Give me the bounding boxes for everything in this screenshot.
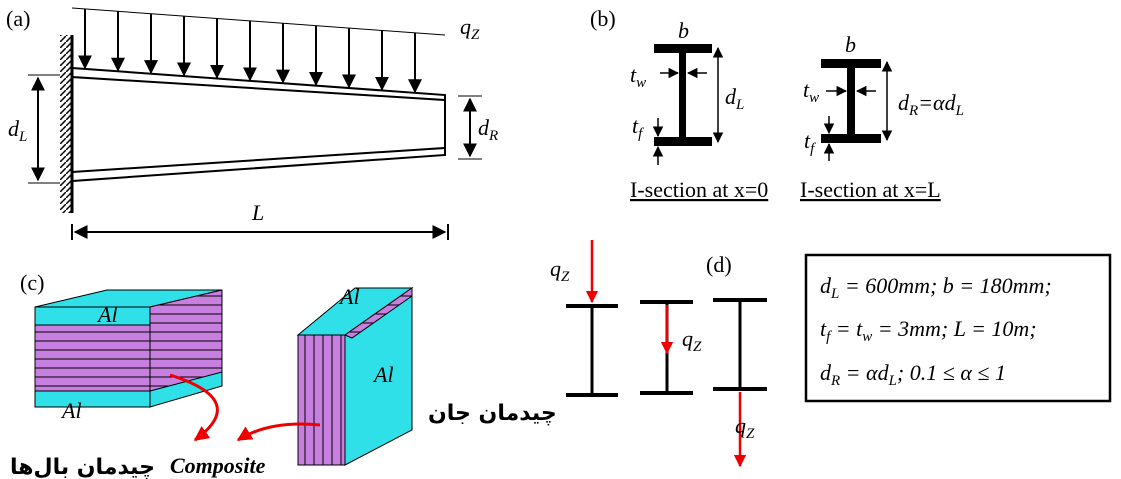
caption: I-section at x=0 — [630, 177, 768, 202]
load-label: qZ — [460, 14, 480, 43]
material-label: Al — [372, 362, 394, 387]
width-label: b — [678, 18, 689, 43]
subscript: Z — [471, 27, 480, 43]
subscript: f — [810, 141, 816, 157]
text-part: ; 0.1 ≤ α ≤ 1 — [897, 360, 1006, 385]
subscript: L — [830, 286, 839, 302]
parameter-line: tf = tw = 3mm; L = 10m; — [820, 316, 1037, 345]
flange-label: tf — [804, 128, 816, 157]
panel-label: (d) — [706, 252, 732, 277]
subscript: w — [636, 75, 646, 91]
subscript: L — [18, 129, 27, 145]
parameter-line: dR = αdL; 0.1 ≤ α ≤ 1 — [820, 360, 1006, 389]
flange-label: tf — [632, 113, 644, 142]
subscript: R — [488, 128, 498, 144]
subscript: Z — [561, 269, 570, 285]
text-part: = 3mm; L = 10m; — [872, 316, 1036, 341]
material-label: Al — [60, 398, 82, 423]
subscript: R — [908, 103, 918, 119]
subscript: R — [830, 373, 840, 389]
subscript: w — [809, 90, 819, 106]
text-part: q — [460, 14, 471, 39]
subscript: L — [735, 97, 744, 113]
subscript: L — [888, 373, 897, 389]
subscript: f — [638, 126, 644, 142]
text-part: = t — [830, 316, 863, 341]
text-part: = 600mm; b = 180mm; — [839, 273, 1051, 298]
depth-label: dL — [725, 84, 744, 113]
panel-label: (a) — [6, 6, 30, 31]
persian-label: چیدمان بال‌ها — [10, 455, 155, 479]
load-label: qZ — [682, 326, 702, 355]
figure: (a)qZdLdRL(b)btwdLtfI-section at x=0btwd… — [0, 0, 1121, 479]
composite-label: Composite — [170, 453, 266, 478]
material-label: Al — [338, 284, 360, 309]
depth-label: dL — [8, 116, 27, 145]
drawing — [28, 8, 1110, 466]
text-part: q — [550, 256, 561, 281]
text-part: q — [682, 326, 693, 351]
web-label: tw — [630, 62, 646, 91]
persian-label: چیدمان جان — [428, 401, 557, 426]
text-part: =αd — [918, 90, 956, 115]
web-label: tw — [803, 77, 819, 106]
width-label: b — [845, 32, 856, 57]
depth-label: dR=αdL — [898, 90, 964, 119]
subscript: L — [955, 103, 964, 119]
panel-label: (b) — [590, 6, 616, 31]
load-label: qZ — [735, 413, 755, 442]
parameter-line: dL = 600mm; b = 180mm; — [820, 273, 1052, 302]
subscript: Z — [693, 339, 702, 355]
text-part: = αd — [840, 360, 889, 385]
material-label: Al — [96, 302, 118, 327]
text-part: q — [735, 413, 746, 438]
caption: I-section at x=L — [800, 177, 941, 202]
subscript: Z — [746, 426, 755, 442]
load-label: qZ — [550, 256, 570, 285]
depth-label: dR — [478, 115, 498, 144]
panel-label: (c) — [20, 270, 44, 295]
subscript: w — [862, 329, 872, 345]
length-label: L — [251, 200, 264, 225]
